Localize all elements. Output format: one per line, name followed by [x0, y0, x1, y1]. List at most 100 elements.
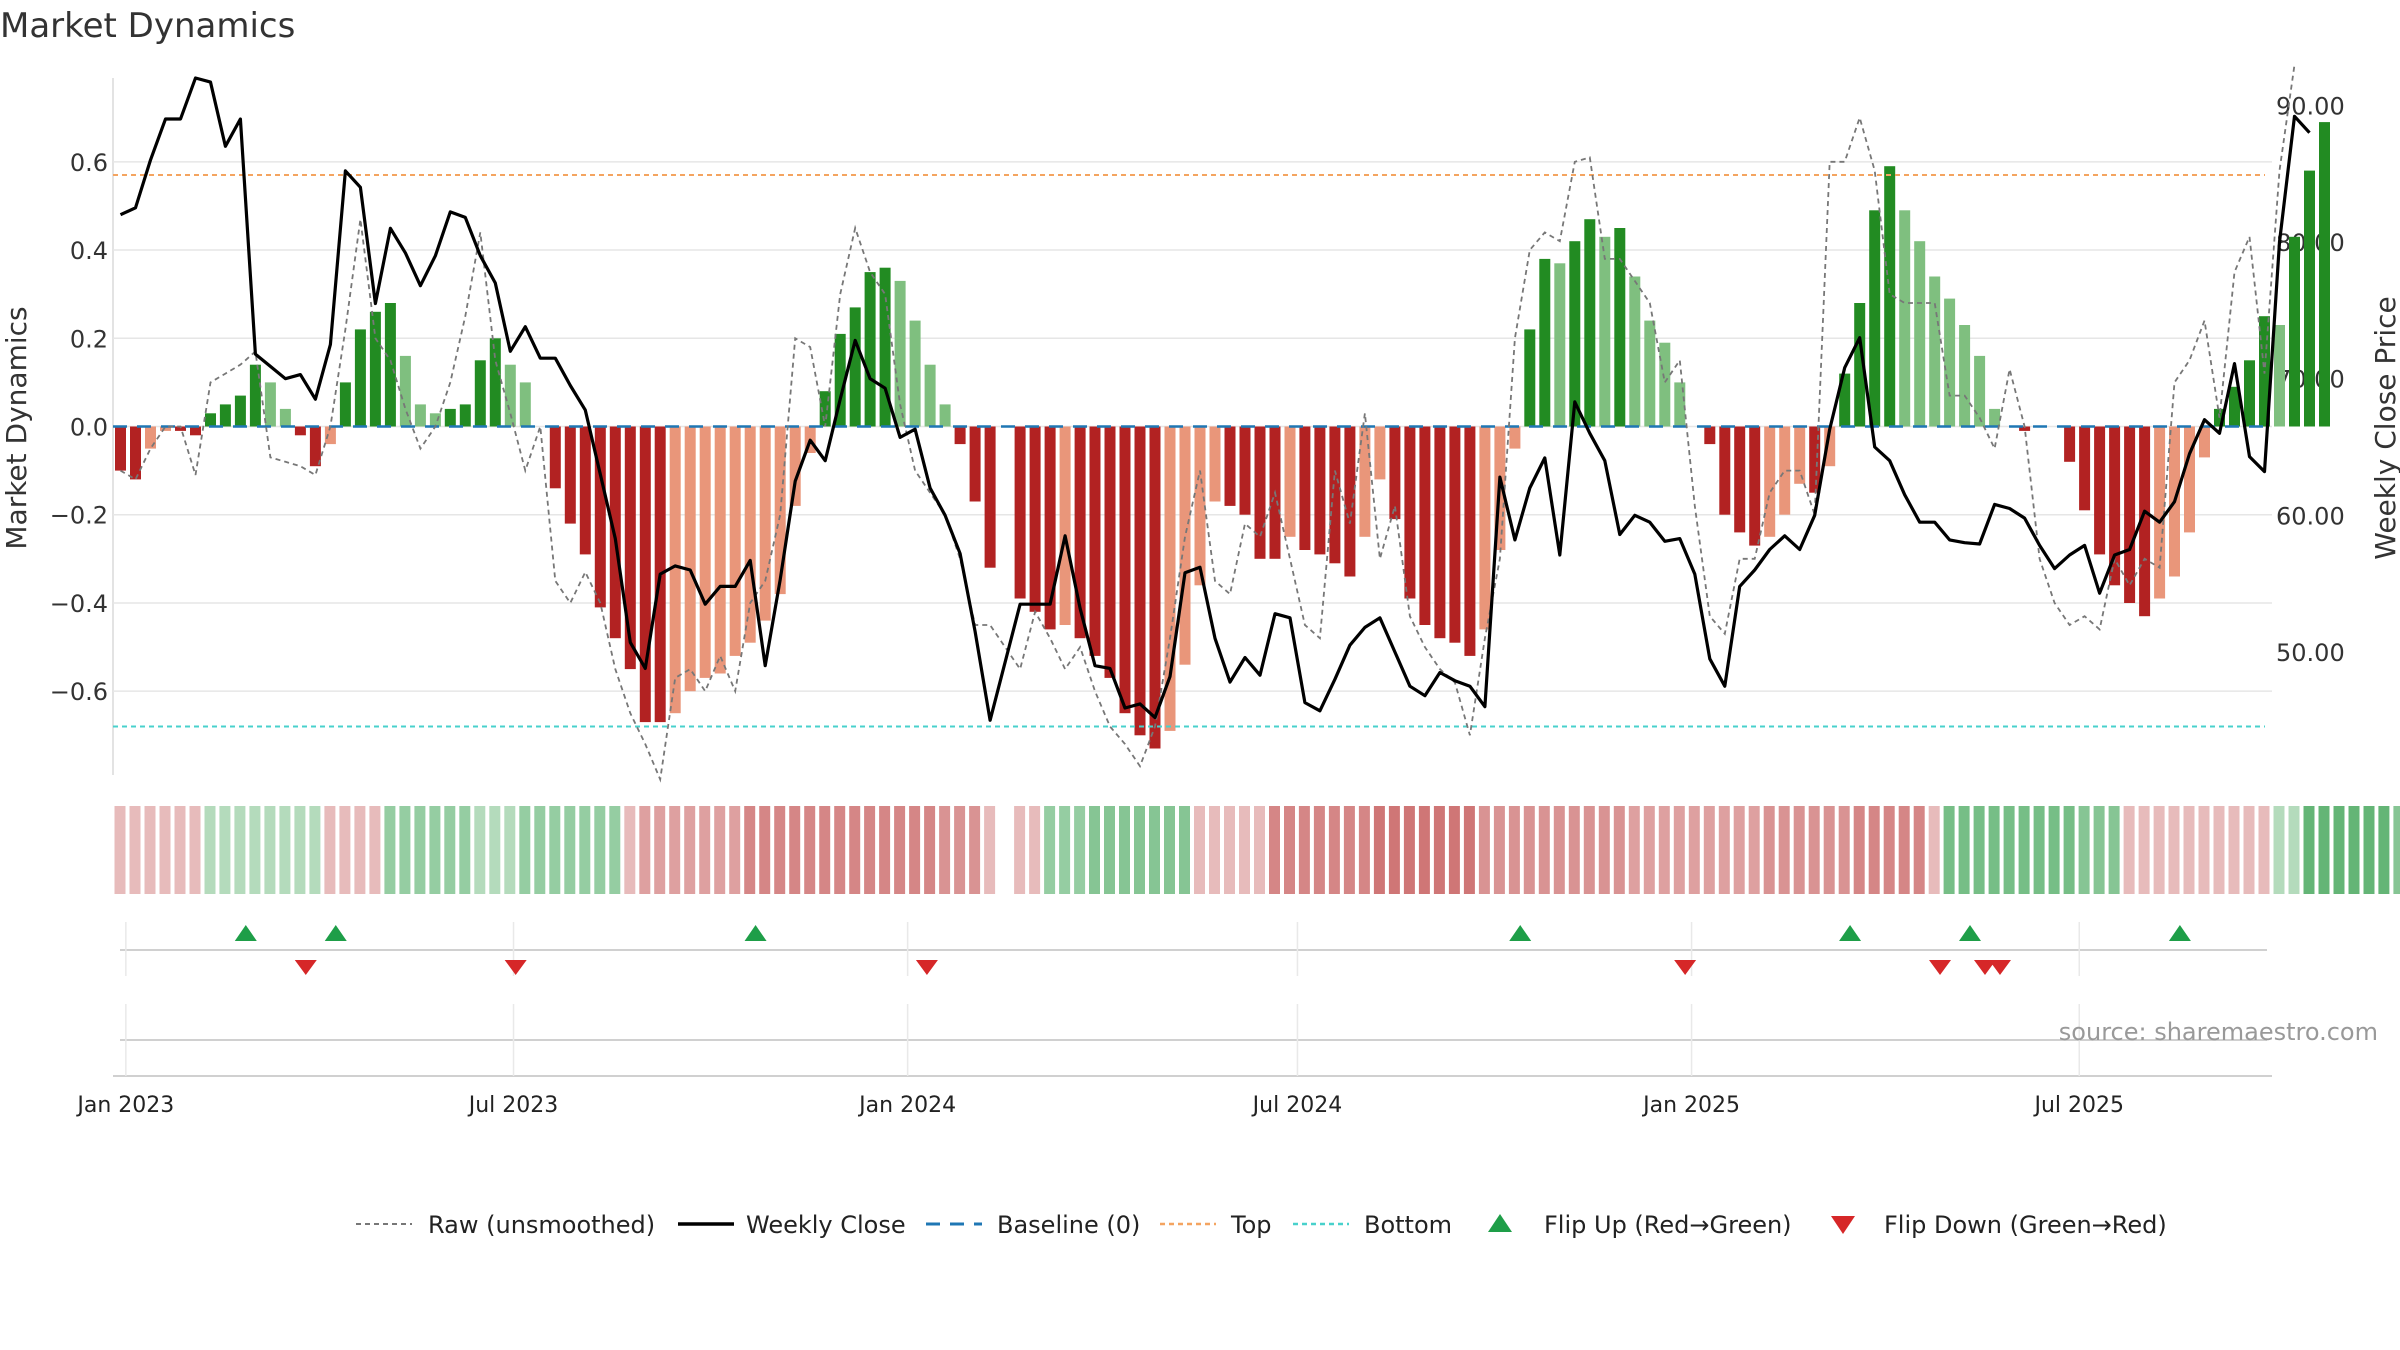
regime-strip-cell [1254, 806, 1265, 894]
regime-strip-cell [984, 806, 996, 894]
regime-strip-cell [2168, 806, 2180, 894]
momentum-bar [1239, 426, 1251, 515]
regime-strip-cell [1448, 806, 1460, 894]
regime-strip-cell [294, 806, 306, 894]
legend-item: Flip Down (Green→Red) [1831, 1211, 2167, 1239]
regime-strip-cell [1718, 806, 1730, 894]
momentum-bar [1944, 298, 1956, 427]
x-tick-label: Jul 2025 [2032, 1093, 2124, 1118]
regime-strip-cell [1269, 806, 1280, 894]
momentum-bar [1899, 210, 1911, 427]
momentum-bar [2274, 325, 2285, 427]
regime-strip-cell [1014, 806, 1026, 894]
regime-strip-cell [1898, 806, 1910, 894]
momentum-bar [1479, 426, 1491, 630]
regime-strip-cell [2333, 806, 2345, 894]
regime-strip-cell [1224, 806, 1235, 894]
legend-label: Top [1230, 1211, 1272, 1239]
momentum-bar [1134, 426, 1146, 736]
regime-strip-cell [534, 806, 546, 894]
momentum-bar [2109, 426, 2121, 586]
regime-strip-cell [1958, 806, 1970, 894]
momentum-bar [1314, 426, 1326, 555]
regime-strip-cell [399, 806, 411, 894]
y-tick-label: 0.0 [70, 414, 108, 442]
regime-strip-cell [2138, 806, 2150, 894]
momentum-bar [294, 426, 306, 436]
regime-strip-cell [2348, 806, 2360, 894]
momentum-bar [639, 426, 651, 723]
y-tick-label: 0.2 [70, 325, 108, 353]
regime-strip-cell [219, 806, 231, 894]
flip-up-marker [2168, 925, 2191, 941]
regime-strip-cell [1044, 806, 1056, 894]
regime-strip-cell [1808, 806, 1820, 894]
momentum-bar [1299, 426, 1311, 550]
legend-item: Baseline (0) [926, 1211, 1140, 1239]
regime-strip-cell [264, 806, 276, 894]
legend-item: Weekly Close [678, 1211, 906, 1239]
regime-strip-cell [624, 806, 636, 894]
regime-strip-cell [114, 806, 126, 894]
regime-strip-cell [519, 806, 531, 894]
legend-label: Baseline (0) [997, 1211, 1140, 1239]
momentum-bar [2199, 426, 2210, 458]
regime-strip-cell [1853, 806, 1865, 894]
regime-strip-cell [1433, 806, 1445, 894]
momentum-bar [1329, 426, 1341, 564]
momentum-bar [1809, 426, 1821, 493]
momentum-bar [369, 311, 381, 427]
momentum-bar [264, 382, 276, 427]
regime-strip [114, 806, 2400, 894]
regime-strip-cell [699, 806, 711, 894]
regime-strip-cell [249, 806, 261, 894]
momentum-bar [894, 280, 906, 427]
regime-strip-cell [564, 806, 576, 894]
regime-strip-cell [2363, 806, 2375, 894]
momentum-bar [849, 307, 861, 427]
regime-strip-cell [864, 806, 876, 894]
momentum-bar [759, 426, 771, 621]
regime-strip-cell [1973, 806, 1985, 894]
momentum-bar [1104, 426, 1116, 678]
momentum-bar [190, 426, 201, 436]
momentum-bar [1659, 342, 1671, 427]
momentum-bar [954, 426, 966, 445]
regime-strip-cell [1988, 806, 2000, 894]
x-tick-label: Jan 2025 [1641, 1093, 1740, 1118]
momentum-bar [594, 426, 606, 608]
regime-strip-cell [684, 806, 696, 894]
momentum-bar [1284, 426, 1296, 537]
regime-strip-cell [1358, 806, 1370, 894]
regime-strip-cell [594, 806, 606, 894]
momentum-bar [1614, 228, 1626, 427]
regime-strip-cell [1913, 806, 1925, 894]
regime-strip-cell [369, 806, 381, 894]
regime-strip-cell [609, 806, 621, 894]
regime-strip-cell [1793, 806, 1805, 894]
momentum-bar [1914, 241, 1926, 427]
y2-tick-label: 60.00 [2276, 502, 2345, 530]
regime-strip-cell [1149, 806, 1160, 894]
regime-strip-cell [2288, 806, 2300, 894]
legend-item: Bottom [1293, 1211, 1452, 1239]
momentum-bar [219, 404, 231, 427]
momentum-bar [1824, 426, 1836, 467]
regime-strip-cell [2318, 806, 2330, 894]
regime-strip-cell [669, 806, 681, 894]
regime-strip-cell [459, 806, 471, 894]
legend-label: Bottom [1364, 1211, 1452, 1239]
legend-label: Flip Up (Red→Green) [1544, 1211, 1792, 1239]
momentum-bar [1164, 426, 1176, 731]
regime-strip-cell [2228, 806, 2240, 894]
legend-label: Weekly Close [746, 1211, 906, 1239]
regime-strip-cell [819, 806, 831, 894]
momentum-bar [429, 413, 441, 427]
regime-strip-cell [474, 806, 486, 894]
regime-strip-cell [1943, 806, 1955, 894]
regime-strip-cell [504, 806, 516, 894]
regime-strip-cell [2243, 806, 2255, 894]
regime-strip-cell [1418, 806, 1430, 894]
